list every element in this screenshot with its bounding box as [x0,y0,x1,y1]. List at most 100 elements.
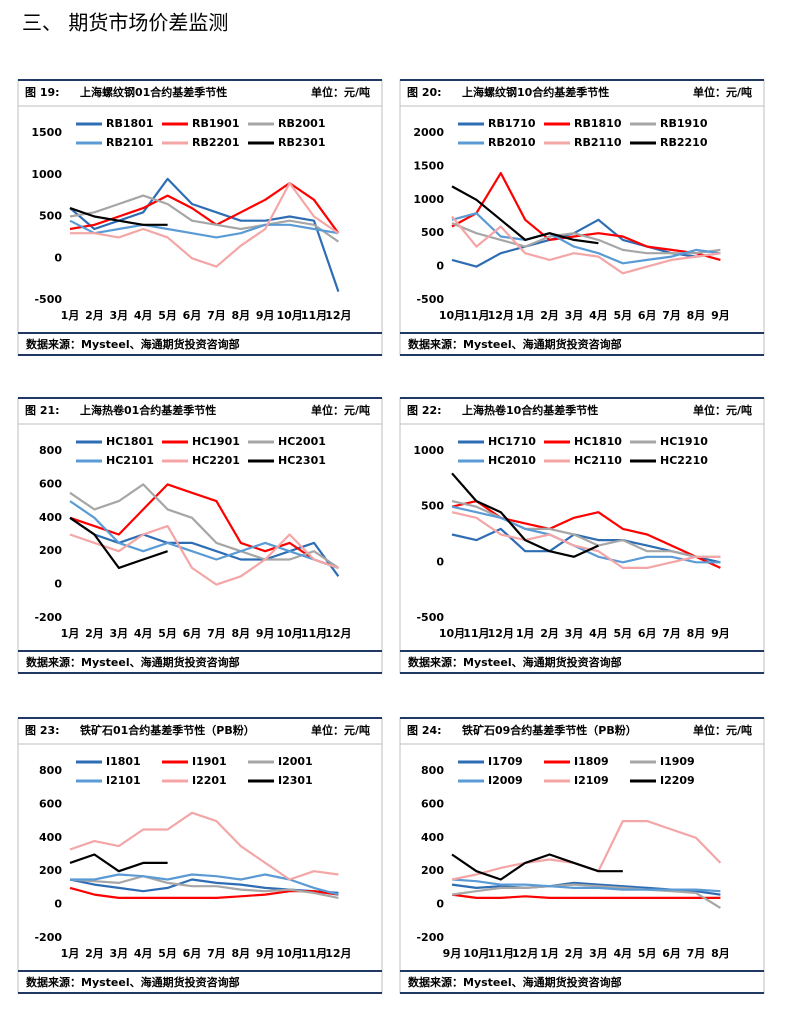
legend-label: I2209 [660,774,695,787]
source-note: 数据来源：Mysteel、海通期货投资咨询部 [408,655,622,669]
x-tick-label: 5月 [158,627,177,640]
x-tick-label: 12月 [325,309,351,322]
x-tick-label: 10月 [276,947,302,960]
x-tick-label: 12月 [512,947,538,960]
x-tick-label: 6月 [183,627,202,640]
x-tick-label: 5月 [158,947,177,960]
x-tick-label: 3月 [565,627,584,640]
figure-label: 图 24: [407,724,442,737]
x-tick-label: 2月 [540,309,559,322]
x-tick-label: 8月 [231,947,250,960]
x-tick-label: 2月 [565,947,584,960]
x-tick-label: 3月 [109,947,128,960]
chart-title: 上海热卷01合约基差季节性 [80,403,216,417]
y-tick-label: 600 [39,477,62,490]
source-note: 数据来源：Mysteel、海通期货投资咨询部 [26,337,240,351]
series-line [69,500,339,569]
x-tick-label: 7月 [662,627,681,640]
series-line [451,878,721,893]
x-tick-label: 9月 [443,947,462,960]
y-tick-label: 0 [436,898,444,911]
x-tick-label: 4月 [134,309,153,322]
y-tick-label: 500 [421,226,444,239]
chart-title: 上海螺纹钢01合约基差季节性 [80,85,227,99]
series-line [451,853,623,881]
figure-label: 图 20: [407,86,442,99]
legend-label: HC2110 [574,454,622,467]
x-tick-label: 1月 [516,309,535,322]
x-tick-label: 5月 [613,309,632,322]
legend-label: HC2201 [192,454,240,467]
y-tick-label: 200 [421,864,444,877]
unit-label: 单位：元/吨 [693,85,752,99]
legend-label: RB2101 [106,136,153,149]
legend-label: I2101 [106,774,141,787]
x-tick-label: 9月 [711,309,730,322]
y-tick-label: 1000 [413,193,444,206]
y-tick-label: 1000 [31,168,62,181]
series-line [69,194,340,243]
source-note: 数据来源：Mysteel、海通期货投资咨询部 [26,975,240,989]
legend-label: I2201 [192,774,227,787]
x-tick-label: 9月 [256,627,275,640]
x-tick-label: 2月 [540,627,559,640]
series-line [451,212,721,265]
legend-label: HC2101 [106,454,154,467]
series-line [69,483,339,569]
x-tick-label: 1月 [540,947,559,960]
series-line [69,207,168,226]
series-line [451,883,721,909]
x-tick-label: 8月 [231,309,250,322]
chart-title: 铁矿石01合约基差季节性（PB粉） [80,723,255,737]
y-tick-label: 600 [39,797,62,810]
y-tick-label: 600 [421,797,444,810]
legend-label: RB2010 [488,136,536,149]
series-line [451,222,721,255]
x-tick-label: 3月 [565,309,584,322]
x-tick-label: 1月 [61,309,80,322]
x-tick-label: 8月 [687,309,706,322]
x-tick-label: 10月 [463,947,489,960]
x-tick-label: 7月 [207,947,226,960]
series-line [451,511,721,569]
x-tick-label: 10月 [439,309,465,322]
x-tick-label: 3月 [589,947,608,960]
y-tick-label: 400 [39,511,62,524]
series-line [451,472,599,558]
x-tick-label: 1月 [61,627,80,640]
x-tick-label: 3月 [109,309,128,322]
x-tick-label: 4月 [134,947,153,960]
legend-label: RB2001 [278,117,325,130]
x-tick-label: 11月 [488,947,514,960]
series-line [69,525,339,586]
series-line [69,875,339,899]
x-tick-label: 1月 [61,947,80,960]
series-line [451,185,599,245]
x-tick-label: 11月 [463,627,489,640]
x-tick-label: 8月 [231,627,250,640]
figure-label: 图 22: [407,404,442,417]
y-tick-label: 800 [39,444,62,457]
y-tick-label: -200 [416,931,444,944]
x-tick-label: 6月 [638,309,657,322]
series-line [70,182,340,268]
legend-label: RB1801 [106,117,153,130]
x-tick-label: 12月 [325,627,351,640]
y-tick-label: 0 [436,260,444,273]
legend-label: RB1710 [488,117,536,130]
legend-label: HC1801 [106,435,154,448]
x-tick-label: 2月 [85,309,104,322]
chart-title: 铁矿石09合约基差季节性（PB粉） [462,723,637,737]
series-line [69,516,340,577]
x-tick-label: 2月 [85,627,104,640]
legend-label: RB2110 [574,136,622,149]
legend-label: I2009 [488,774,523,787]
y-tick-label: -500 [34,293,62,306]
source-note: 数据来源：Mysteel、海通期货投资咨询部 [408,337,622,351]
series-line [451,527,721,564]
figure-label: 图 23: [25,724,60,737]
y-tick-label: 1500 [413,159,444,172]
legend-label: HC2301 [278,454,326,467]
series-line [70,873,339,896]
